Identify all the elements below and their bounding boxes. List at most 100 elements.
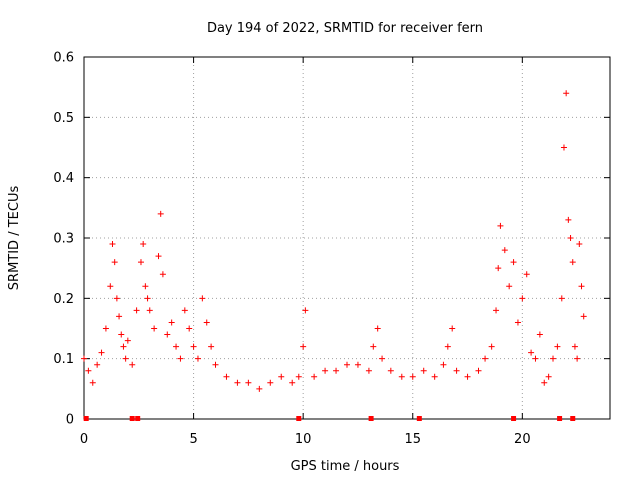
data-point — [267, 379, 274, 386]
data-point — [146, 307, 153, 314]
gap-marker — [83, 416, 89, 421]
data-point — [142, 283, 149, 290]
data-point — [302, 307, 309, 314]
chart-title: Day 194 of 2022, SRMTID for receiver fer… — [207, 21, 483, 36]
data-point — [278, 373, 285, 380]
data-point — [102, 325, 109, 332]
y-tick-label: 0.3 — [53, 232, 74, 247]
data-point — [137, 259, 144, 266]
data-point — [379, 355, 386, 362]
data-point — [159, 271, 166, 278]
data-point — [453, 367, 460, 374]
data-point — [488, 343, 495, 350]
data-point — [578, 283, 585, 290]
data-point — [140, 241, 147, 248]
data-point — [98, 349, 105, 356]
axes: 0 0.1 0.2 0.3 0.4 0.5 0.6 0 5 10 15 20 — [53, 51, 610, 447]
data-point — [464, 373, 471, 380]
grid — [84, 57, 610, 419]
data-point — [122, 355, 129, 362]
y-tick-label: 0.1 — [53, 352, 74, 367]
data-point — [109, 241, 116, 248]
data-point — [409, 373, 416, 380]
y-tick-label: 0.2 — [53, 292, 74, 307]
data-point — [501, 247, 508, 254]
data-point — [482, 355, 489, 362]
x-tick-label: 10 — [295, 432, 312, 447]
data-point — [563, 90, 570, 97]
data-point — [300, 343, 307, 350]
data-point — [173, 343, 180, 350]
y-tick-label: 0.5 — [53, 111, 74, 126]
data-point — [398, 373, 405, 380]
gap-markers — [83, 416, 576, 421]
data-point — [118, 331, 125, 338]
data-point — [354, 361, 361, 368]
data-point — [245, 379, 252, 386]
data-point — [532, 355, 539, 362]
data-point — [234, 379, 241, 386]
x-axis-label: GPS time / hours — [291, 459, 400, 474]
data-point — [519, 295, 526, 302]
data-point — [554, 343, 561, 350]
data-point — [113, 295, 120, 302]
data-point — [344, 361, 350, 368]
data-point — [194, 355, 201, 362]
data-point — [565, 216, 572, 223]
data-point — [116, 313, 123, 320]
data-point — [444, 343, 451, 350]
data-point — [322, 367, 329, 374]
data-point — [580, 313, 587, 320]
x-tick-label: 20 — [514, 432, 531, 447]
y-tick-label: 0 — [66, 413, 74, 428]
data-point — [256, 385, 263, 392]
data-point — [493, 307, 500, 314]
data-point — [311, 373, 318, 380]
data-point — [514, 319, 521, 326]
gap-marker — [296, 416, 302, 421]
data-point — [186, 325, 193, 332]
gap-marker — [135, 416, 141, 421]
data-point — [370, 343, 377, 350]
data-point — [120, 343, 127, 350]
data-point — [567, 235, 574, 241]
data-point — [545, 373, 552, 380]
data-point — [181, 307, 188, 314]
data-point — [223, 373, 230, 380]
data-point — [164, 331, 171, 338]
data-point — [177, 355, 184, 362]
data-point — [571, 343, 578, 350]
gap-marker — [557, 416, 563, 421]
x-tick-label: 0 — [80, 432, 88, 447]
data-point — [550, 355, 557, 362]
gap-marker — [129, 416, 135, 421]
data-point — [124, 337, 131, 344]
x-tick-label: 15 — [404, 432, 421, 447]
data-point — [506, 283, 513, 290]
data-point — [289, 379, 296, 386]
data-point — [144, 295, 151, 302]
data-point — [107, 283, 114, 290]
data-point — [203, 319, 210, 326]
data-point — [374, 325, 381, 332]
data-point — [129, 361, 136, 368]
data-point — [387, 367, 394, 374]
data-point — [94, 361, 101, 368]
data-point — [208, 343, 215, 350]
x-tick-label: 5 — [189, 432, 197, 447]
data-point — [111, 259, 118, 266]
data-point — [449, 325, 456, 332]
data-point — [212, 361, 219, 368]
data-point — [560, 144, 567, 151]
data-point — [558, 295, 565, 302]
y-tick-label: 0.4 — [53, 171, 74, 186]
data-point — [157, 210, 164, 217]
gap-marker — [368, 416, 374, 421]
y-tick-label: 0.6 — [53, 51, 74, 66]
data-point — [475, 367, 482, 374]
gap-marker — [511, 416, 517, 421]
data-point — [151, 325, 158, 332]
data-point — [574, 355, 581, 362]
data-point — [523, 271, 530, 278]
